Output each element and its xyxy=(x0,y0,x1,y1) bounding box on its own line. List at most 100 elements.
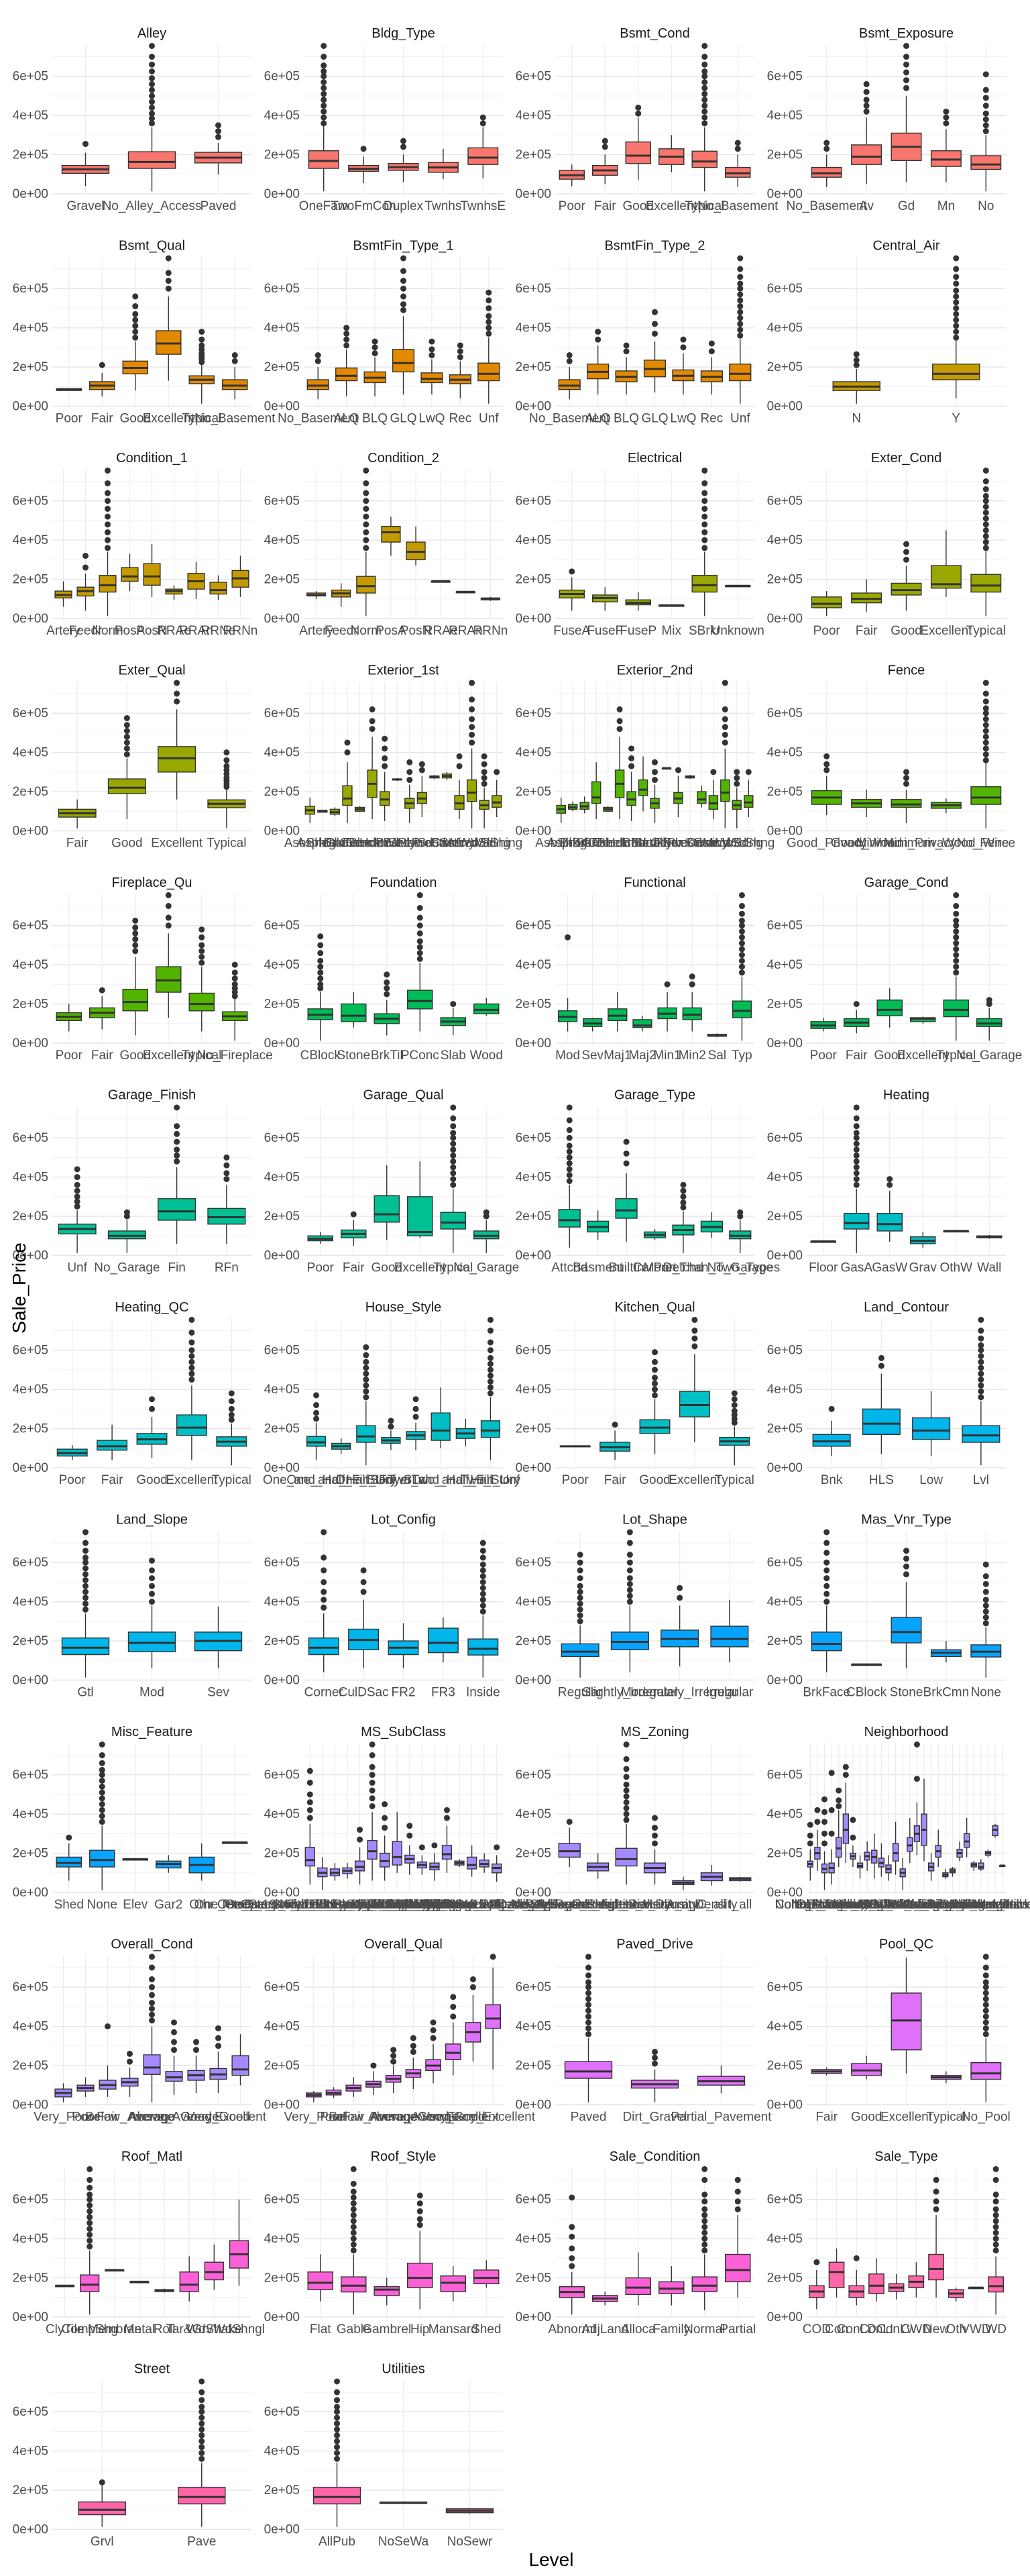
x-tick-label: Typical xyxy=(433,1261,473,1275)
x-tick-label: Stone xyxy=(890,1686,923,1700)
y-tick-label: 0e+00 xyxy=(13,824,48,839)
y-tick-label: 6e+05 xyxy=(13,282,48,296)
y-tick-label: 6e+05 xyxy=(516,282,551,296)
outlier-point xyxy=(823,1582,830,1589)
outlier-point xyxy=(469,706,475,712)
x-tick-label: Stone xyxy=(685,837,719,851)
x-tick-label: Mn xyxy=(937,199,955,213)
outlier-point xyxy=(569,2194,575,2201)
x-tick-label: SLvl xyxy=(404,1473,428,1487)
outlier-point xyxy=(87,2208,93,2214)
facet-panel: AttchdBasmentBuiltInCarPortDetchdMore_Th… xyxy=(516,1088,781,1275)
outlier-point xyxy=(416,2200,423,2207)
y-tick-label: 2e+05 xyxy=(767,360,803,374)
outlier-point xyxy=(953,922,960,929)
outlier-point xyxy=(149,1976,155,1983)
outlier-point xyxy=(853,1130,860,1136)
x-tick-label: RRAn xyxy=(449,624,483,638)
x-tick-label: Attchd xyxy=(551,1261,587,1275)
outlier-point xyxy=(982,1561,989,1568)
outlier-point xyxy=(198,2420,205,2427)
box xyxy=(876,1000,903,1016)
x-tick-label: FuseF xyxy=(587,624,623,638)
outlier-point xyxy=(737,255,744,262)
outlier-point xyxy=(149,93,155,99)
box xyxy=(558,1209,581,1228)
x-tick-label: Blueste xyxy=(960,1898,1002,1912)
outlier-point xyxy=(400,301,406,308)
y-tick-label: 0e+00 xyxy=(516,2310,551,2324)
x-tick-label: Clear_Creek xyxy=(903,1898,974,1912)
outlier-point xyxy=(82,1565,89,1572)
outlier-point xyxy=(813,2259,820,2265)
x-tick-label: ALQ xyxy=(334,412,359,426)
outlier-point xyxy=(149,87,155,93)
y-tick-label: 0e+00 xyxy=(767,824,803,839)
outlier-point xyxy=(334,2420,340,2427)
outlier-point xyxy=(479,1597,486,1603)
y-tick-label: 0e+00 xyxy=(516,824,551,839)
outlier-point xyxy=(469,680,475,686)
outlier-point xyxy=(485,313,492,319)
outlier-point xyxy=(616,706,623,712)
outlier-point xyxy=(82,141,89,148)
outlier-point xyxy=(982,533,989,539)
outlier-point xyxy=(577,1595,583,1601)
y-tick-label: 4e+05 xyxy=(264,1171,300,1185)
outlier-point xyxy=(149,1567,155,1574)
outlier-point xyxy=(652,759,658,765)
x-tick-label: LwQ xyxy=(670,412,696,426)
x-tick-label: Abnorml xyxy=(548,2322,595,2337)
outlier-point xyxy=(198,2414,205,2421)
x-tick-label: Timberland xyxy=(878,1898,941,1912)
outlier-point xyxy=(149,1405,155,1412)
x-tick-label: Excellent xyxy=(394,1261,447,1275)
box xyxy=(406,989,433,1010)
outlier-point xyxy=(363,1394,369,1401)
outlier-point xyxy=(198,2450,205,2457)
facet-panel: Poor Fair GoodExcellentTypical0e+002e+054e… xyxy=(13,1300,251,1487)
x-tick-label: Good xyxy=(851,2110,882,2125)
outlier-point xyxy=(982,110,989,117)
x-tick-label: BrkComm xyxy=(306,837,363,851)
outlier-point xyxy=(198,342,205,349)
x-tick-label: Excellent xyxy=(143,412,195,426)
x-tick-label: Typical xyxy=(182,1049,221,1063)
outlier-point xyxy=(903,769,909,775)
y-tick-label: 4e+05 xyxy=(516,321,551,335)
x-tick-label: Duplex_All_Styles_and_Ages xyxy=(351,1898,518,1912)
outlier-point xyxy=(450,1170,457,1177)
x-tick-label: Rec xyxy=(449,412,471,426)
outlier-point xyxy=(99,1801,105,1808)
box xyxy=(427,1627,459,1654)
outlier-point xyxy=(850,1817,856,1823)
outlier-point xyxy=(737,274,744,280)
outlier-point xyxy=(357,1827,363,1833)
x-tick-label: Con xyxy=(825,2322,848,2337)
box xyxy=(158,1198,196,1221)
outlier-point xyxy=(149,110,155,117)
y-tick-label: 6e+05 xyxy=(13,494,48,508)
x-tick-label: Sev xyxy=(207,1686,229,1700)
outlier-point xyxy=(853,351,860,358)
outlier-point xyxy=(903,54,909,60)
y-tick-label: 4e+05 xyxy=(516,533,551,547)
outlier-point xyxy=(149,2005,155,2012)
x-tick-label: Bnk xyxy=(821,1473,843,1487)
x-tick-label: Partial xyxy=(720,2322,756,2337)
outlier-point xyxy=(87,2226,93,2233)
y-tick-label: 2e+05 xyxy=(516,2059,551,2073)
outlier-point xyxy=(737,280,744,287)
y-tick-label: 4e+05 xyxy=(13,2020,48,2034)
outlier-point xyxy=(479,1608,486,1615)
outlier-point xyxy=(823,1540,830,1546)
x-tick-label: Regular xyxy=(558,1686,603,1700)
x-tick-label: AsphShn xyxy=(296,837,348,851)
outlier-point xyxy=(132,329,139,335)
x-tick-label: Somerset xyxy=(811,1898,866,1912)
y-tick-label: 2e+05 xyxy=(516,1210,551,1224)
outlier-point xyxy=(853,1176,860,1183)
facet-panel: Poor Fair GoodExcellentTypicalNo_Fireplace… xyxy=(13,875,273,1063)
x-tick-label: Min2 xyxy=(679,1049,706,1063)
outlier-point xyxy=(585,2007,591,2014)
